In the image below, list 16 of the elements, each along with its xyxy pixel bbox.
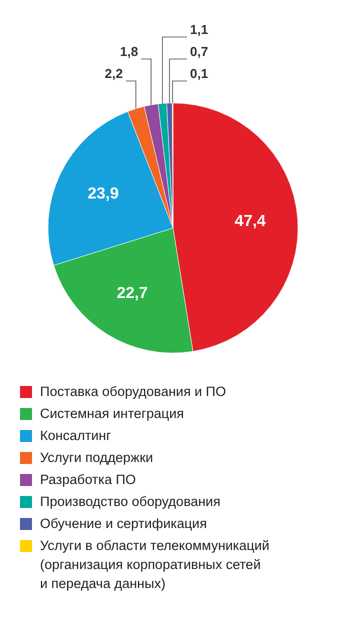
legend-label: Услуги поддержки: [40, 450, 154, 465]
legend-label: Услуги в области телекоммуникаций (организация корпоративных сетей и передача данных): [40, 538, 270, 591]
legend-label: Поставка оборудования и ПО: [40, 384, 226, 399]
data-label: 22,7: [116, 285, 148, 302]
legend-label: Разработка ПО: [40, 472, 136, 487]
data-label: 1,8: [120, 44, 138, 59]
data-label: 23,9: [88, 186, 119, 203]
data-label: 2,2: [104, 66, 123, 81]
data-label: 0,1: [190, 66, 208, 81]
legend-label: Производство оборудования: [40, 494, 220, 509]
data-label: 47,4: [234, 213, 266, 230]
legend-label: Обучение и сертификация: [40, 516, 207, 531]
data-label: 1,1: [190, 22, 208, 37]
legend-label: Системная интеграция: [40, 406, 184, 421]
legend-label: Консалтинг: [40, 428, 112, 443]
data-label: 0,7: [190, 44, 208, 59]
